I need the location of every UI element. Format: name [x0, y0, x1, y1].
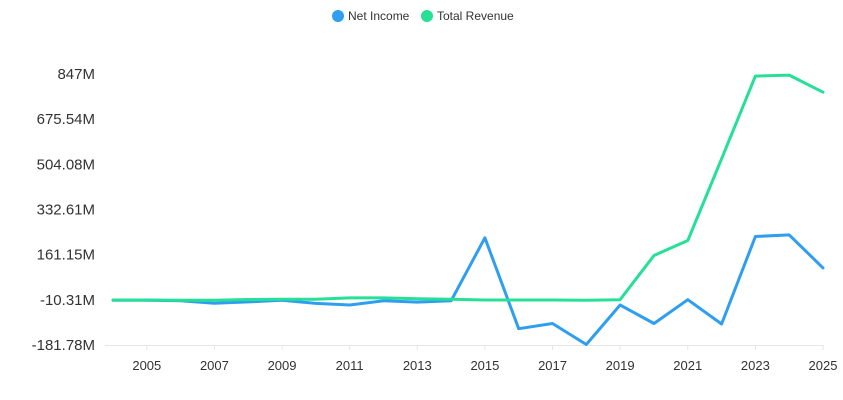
x-tick-label: 2015	[470, 358, 499, 373]
x-tick-label: 2009	[268, 358, 297, 373]
legend-item-net-income[interactable]: Net Income	[332, 9, 410, 23]
y-tick-label: -10.31M	[40, 292, 95, 309]
x-tick-label: 2007	[200, 358, 229, 373]
x-tick-label: 2025	[809, 358, 838, 373]
x-tick-label: 2005	[132, 358, 161, 373]
x-tick-label: 2021	[673, 358, 702, 373]
x-axis: 2005 2007 2009 2011 2013 2015 2017 2019 2021 2023…	[105, 345, 837, 373]
legend-item-total-revenue[interactable]: Total Revenue	[421, 9, 514, 23]
x-tick-label: 2013	[403, 358, 432, 373]
legend-marker-total-revenue	[421, 10, 433, 22]
y-tick-label: -181.78M	[32, 337, 95, 354]
y-tick-label: 847M	[57, 66, 95, 83]
y-tick-label: 161.15M	[37, 247, 95, 264]
legend: Net Income Total Revenue	[332, 9, 514, 23]
y-tick-label: 332.61M	[37, 202, 95, 219]
y-tick-label: 675.54M	[37, 111, 95, 128]
legend-label-net-income: Net Income	[348, 9, 410, 23]
y-axis: 847M 675.54M 504.08M 332.61M 161.15M -10.31M -…	[32, 66, 95, 354]
x-tick-label: 2019	[606, 358, 635, 373]
legend-marker-net-income	[332, 10, 344, 22]
series-line-total-revenue[interactable]	[111, 73, 825, 302]
series-layer	[111, 73, 825, 346]
x-tick-label: 2023	[741, 358, 770, 373]
series-line-net-income[interactable]	[111, 233, 825, 346]
x-tick-label: 2011	[336, 358, 364, 373]
y-tick-label: 504.08M	[37, 156, 95, 173]
x-tick-label: 2017	[538, 358, 567, 373]
legend-label-total-revenue: Total Revenue	[437, 9, 514, 23]
